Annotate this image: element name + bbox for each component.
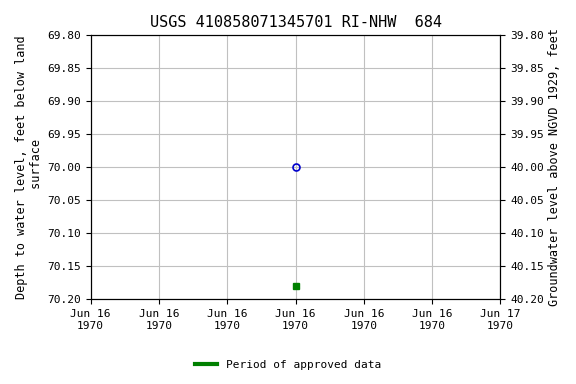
Legend: Period of approved data: Period of approved data: [191, 356, 385, 375]
Y-axis label: Depth to water level, feet below land
 surface: Depth to water level, feet below land su…: [15, 35, 43, 299]
Title: USGS 410858071345701 RI-NHW  684: USGS 410858071345701 RI-NHW 684: [150, 15, 441, 30]
Y-axis label: Groundwater level above NGVD 1929, feet: Groundwater level above NGVD 1929, feet: [548, 28, 561, 306]
